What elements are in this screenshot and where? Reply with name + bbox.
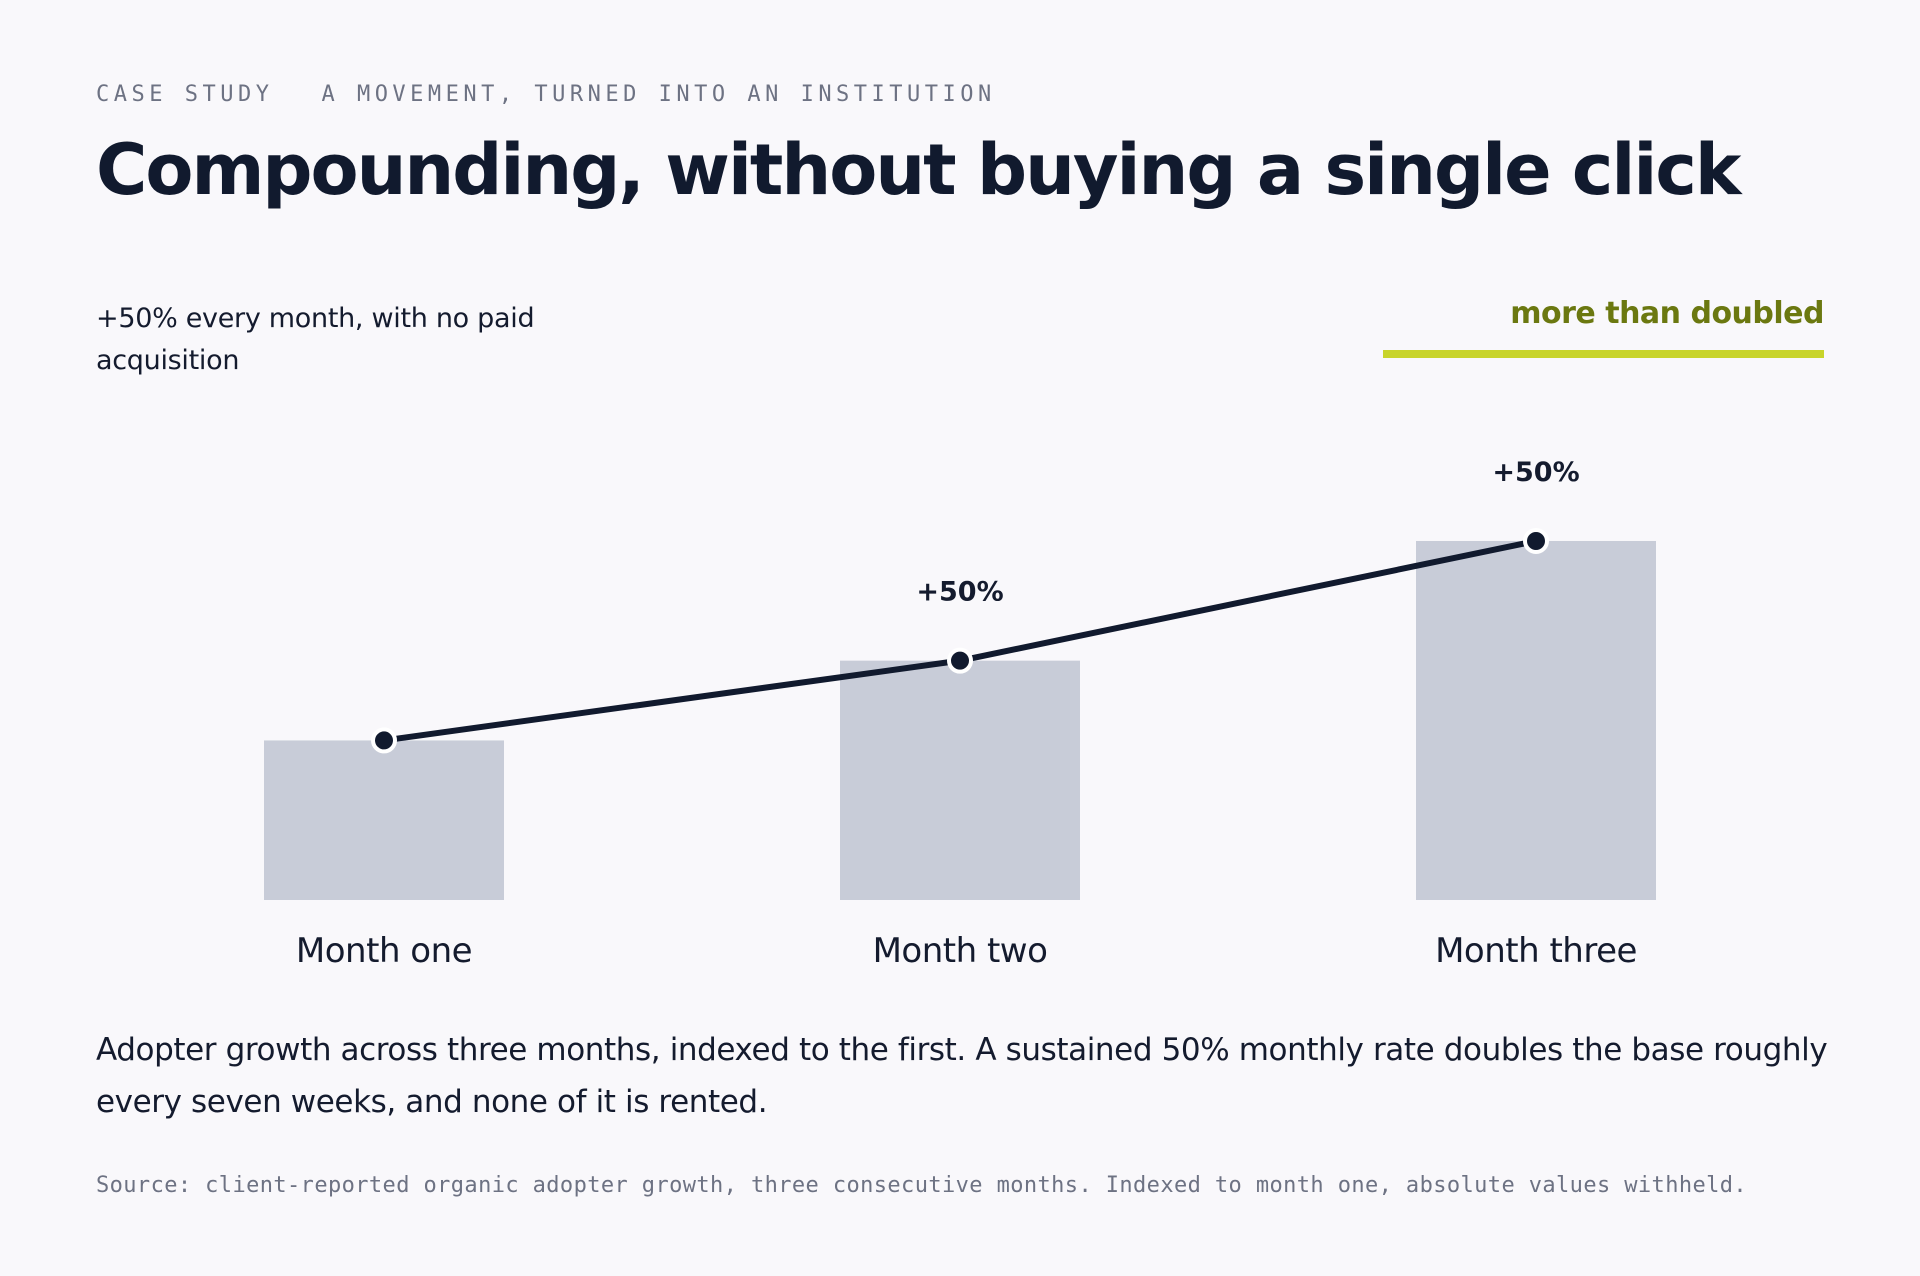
growth-chart: +50% +50% Month one Month two Month three <box>264 457 1656 971</box>
eyebrow: CASE STUDY A MOVEMENT, TURNED INTO AN INS… <box>96 82 996 107</box>
point-3 <box>1523 527 1549 554</box>
bar-1 <box>264 740 504 900</box>
eyebrow-tagline: A MOVEMENT, TURNED INTO AN INSTITUTION <box>321 82 996 107</box>
chart-caption: Adopter growth across three months, inde… <box>96 1032 1828 1120</box>
bar-2 <box>840 660 1080 900</box>
callout: more than doubled <box>1383 296 1825 358</box>
eyebrow-case-study: CASE STUDY <box>96 82 274 107</box>
callout-underline <box>1383 350 1824 358</box>
category-label-2: Month two <box>873 931 1048 971</box>
data-label-3: +50% <box>1492 457 1579 488</box>
chart-subtitle: +50% every month, with no paid acquisiti… <box>96 303 535 376</box>
callout-label: more than doubled <box>1510 296 1824 331</box>
bar-3 <box>1416 540 1656 900</box>
category-label-1: Month one <box>296 931 472 971</box>
category-label-3: Month three <box>1435 931 1637 971</box>
point-2 <box>947 647 973 674</box>
data-label-2: +50% <box>916 577 1003 608</box>
page-title: Compounding, without buying a single cli… <box>96 129 1741 211</box>
point-1 <box>371 727 397 754</box>
source-note: Source: client-reported organic adopter … <box>96 1173 1748 1198</box>
